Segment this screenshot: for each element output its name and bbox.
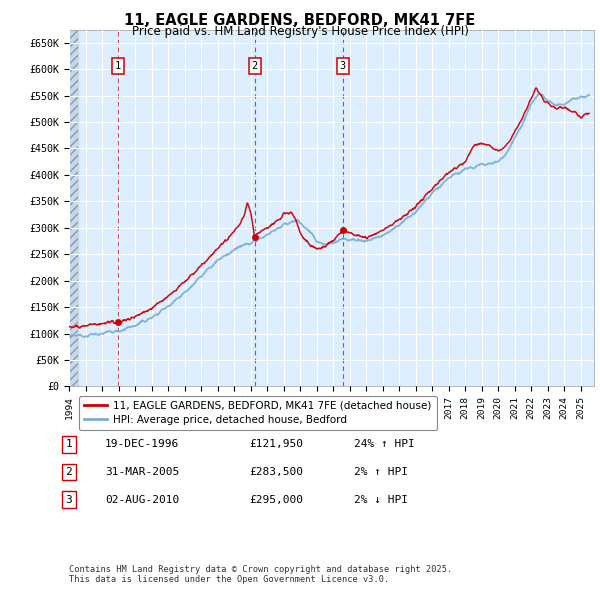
Text: 1: 1 bbox=[65, 440, 73, 449]
Text: 3: 3 bbox=[340, 61, 346, 71]
Text: £295,000: £295,000 bbox=[249, 495, 303, 504]
Text: Price paid vs. HM Land Registry's House Price Index (HPI): Price paid vs. HM Land Registry's House … bbox=[131, 25, 469, 38]
Text: 2% ↓ HPI: 2% ↓ HPI bbox=[354, 495, 408, 504]
Bar bbox=[69, 30, 78, 386]
Text: 3: 3 bbox=[65, 495, 73, 504]
Text: £283,500: £283,500 bbox=[249, 467, 303, 477]
Text: 11, EAGLE GARDENS, BEDFORD, MK41 7FE: 11, EAGLE GARDENS, BEDFORD, MK41 7FE bbox=[124, 13, 476, 28]
Text: 2: 2 bbox=[251, 61, 257, 71]
Text: 24% ↑ HPI: 24% ↑ HPI bbox=[354, 440, 415, 449]
Text: Contains HM Land Registry data © Crown copyright and database right 2025.
This d: Contains HM Land Registry data © Crown c… bbox=[69, 565, 452, 584]
Text: £121,950: £121,950 bbox=[249, 440, 303, 449]
Legend: 11, EAGLE GARDENS, BEDFORD, MK41 7FE (detached house), HPI: Average price, detac: 11, EAGLE GARDENS, BEDFORD, MK41 7FE (de… bbox=[79, 396, 437, 430]
Text: 2% ↑ HPI: 2% ↑ HPI bbox=[354, 467, 408, 477]
Text: 31-MAR-2005: 31-MAR-2005 bbox=[105, 467, 179, 477]
Text: 19-DEC-1996: 19-DEC-1996 bbox=[105, 440, 179, 449]
Text: 2: 2 bbox=[65, 467, 73, 477]
Text: 02-AUG-2010: 02-AUG-2010 bbox=[105, 495, 179, 504]
Text: 1: 1 bbox=[115, 61, 121, 71]
